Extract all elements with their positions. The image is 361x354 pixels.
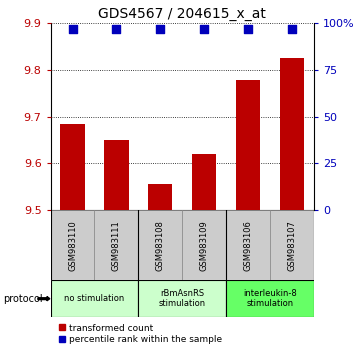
Bar (270, 210, 314, 280)
Text: GSM983109: GSM983109 (200, 220, 209, 270)
Bar (60, 124, 84, 210)
Text: GSM983111: GSM983111 (112, 220, 121, 270)
Legend: transformed count, percentile rank within the sample: transformed count, percentile rank withi… (55, 320, 225, 348)
Text: protocol: protocol (4, 294, 43, 304)
Bar (192, 154, 216, 210)
Bar (226, 210, 270, 280)
Bar (138, 280, 226, 317)
Text: GSM983108: GSM983108 (156, 220, 165, 271)
Text: interleukin-8
stimulation: interleukin-8 stimulation (243, 289, 297, 308)
Text: GSM983107: GSM983107 (288, 220, 297, 271)
Bar (280, 58, 304, 210)
Text: GSM983106: GSM983106 (244, 220, 253, 271)
Bar (104, 140, 129, 210)
Bar (51, 280, 138, 317)
Bar (138, 210, 182, 280)
Point (113, 26, 119, 32)
Text: no stimulation: no stimulation (64, 294, 125, 303)
Bar (226, 280, 314, 317)
Bar (95, 210, 138, 280)
Bar (148, 184, 173, 210)
Bar (182, 210, 226, 280)
Point (201, 26, 207, 32)
Text: rBmAsnRS
stimulation: rBmAsnRS stimulation (159, 289, 206, 308)
Title: GDS4567 / 204615_x_at: GDS4567 / 204615_x_at (98, 7, 266, 21)
Point (245, 26, 251, 32)
Bar (51, 210, 95, 280)
Point (289, 26, 295, 32)
Bar (236, 80, 260, 210)
Point (70, 26, 75, 32)
Text: GSM983110: GSM983110 (68, 220, 77, 270)
Point (157, 26, 163, 32)
